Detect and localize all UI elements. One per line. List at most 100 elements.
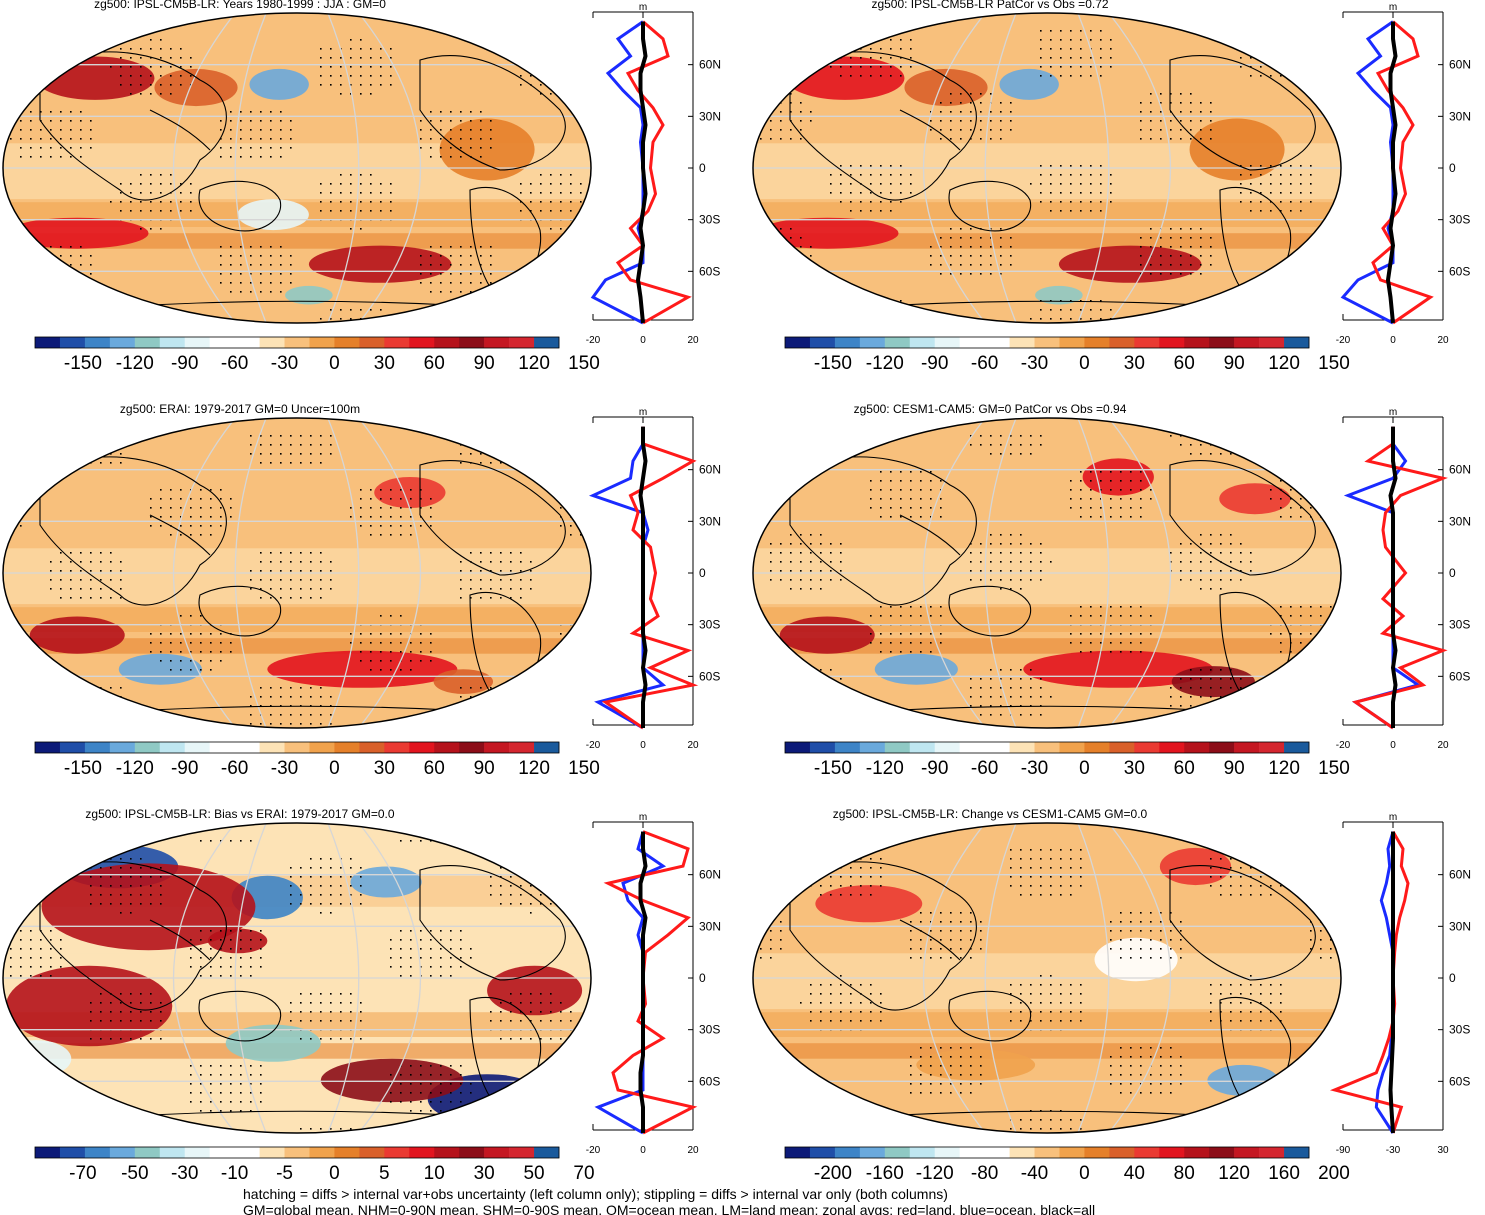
colorbar-box bbox=[1259, 1147, 1285, 1158]
colorbar-box bbox=[35, 337, 61, 348]
colorbar-box bbox=[35, 1147, 61, 1158]
panel-6: zg500: IPSL-CM5B-LR: Change vs CESM1-CAM… bbox=[752, 807, 1471, 1184]
colorbar-box bbox=[359, 742, 385, 753]
colorbar-label: 150 bbox=[1318, 353, 1350, 374]
colorbar-box bbox=[984, 742, 1010, 753]
panel-4: zg500: CESM1-CAM5: GM=0 PatCor vs Obs =0… bbox=[752, 402, 1471, 779]
colorbar-box bbox=[509, 742, 535, 753]
zonal-mean-plot: m -20 0 20 60N 30N 0 30S 60S bbox=[1336, 407, 1471, 751]
colorbar-box bbox=[309, 742, 335, 753]
colorbar-box bbox=[934, 337, 960, 348]
zonal-series-ocean bbox=[590, 20, 645, 325]
colorbar-frame bbox=[784, 336, 1310, 349]
zonal-series-all bbox=[638, 426, 648, 728]
colorbar-box bbox=[284, 1147, 310, 1158]
map-graticule-lon bbox=[984, 823, 1017, 1133]
panel-1: zg500: IPSL-CM5B-LR: Years 1980-1999 : J… bbox=[2, 0, 721, 374]
coastline bbox=[789, 51, 977, 201]
colorbar-box bbox=[1259, 337, 1285, 348]
map-band bbox=[3, 470, 591, 502]
zonal-series-land bbox=[1329, 830, 1410, 1134]
map-anomaly-region bbox=[779, 616, 875, 654]
map-anomaly-region bbox=[41, 863, 256, 951]
lat-label: 60S bbox=[1449, 264, 1470, 278]
colorbar-box bbox=[959, 337, 985, 348]
map-anomaly-region bbox=[154, 68, 238, 107]
colorbar-box bbox=[409, 742, 435, 753]
colorbar-label: 120 bbox=[1218, 1163, 1250, 1184]
colorbar-box bbox=[384, 337, 410, 348]
colorbar-box bbox=[209, 1147, 235, 1158]
colorbar-box bbox=[809, 742, 836, 753]
map-band bbox=[753, 548, 1341, 605]
lat-label: 30N bbox=[699, 514, 721, 528]
lat-label: 0 bbox=[699, 566, 706, 580]
colorbar-box bbox=[259, 742, 285, 753]
colorbar-box bbox=[785, 337, 811, 348]
colorbar-box bbox=[884, 1147, 911, 1158]
colorbar-box bbox=[1109, 1147, 1135, 1158]
lat-label: 60S bbox=[699, 1074, 720, 1088]
coastline bbox=[149, 705, 451, 711]
colorbar-box bbox=[434, 337, 460, 348]
panel-title: zg500: IPSL-CM5B-LR: Bias vs ERAI: 1979-… bbox=[85, 807, 394, 821]
coastline bbox=[149, 1110, 451, 1116]
colorbar-box bbox=[1084, 742, 1110, 753]
coastline bbox=[899, 705, 1201, 711]
colorbar-box bbox=[334, 1147, 360, 1158]
zonal-tick-label: -20 bbox=[1336, 335, 1351, 346]
panel-2: zg500: IPSL-CM5B-LR PatCor vs Obs =0.72 -… bbox=[752, 0, 1471, 374]
map-band bbox=[753, 1043, 1341, 1059]
colorbar-label: 40 bbox=[1124, 1163, 1145, 1184]
map-field bbox=[3, 13, 591, 323]
map-anomaly-region bbox=[225, 1024, 321, 1062]
lat-label: 60S bbox=[1449, 1074, 1470, 1088]
map-graticule-lon bbox=[358, 418, 422, 728]
colorbar-label: 90 bbox=[1224, 353, 1245, 374]
colorbar-box bbox=[159, 337, 186, 348]
colorbar-box bbox=[1084, 337, 1110, 348]
colorbar-box bbox=[35, 742, 61, 753]
colorbar-label: -150 bbox=[814, 758, 852, 779]
panel-3: zg500: ERAI: 1979-2017 GM=0 Uncer=100m -1… bbox=[2, 402, 721, 779]
coastline bbox=[39, 51, 227, 201]
map-graticule-lon bbox=[327, 823, 360, 1133]
lat-label: 30S bbox=[699, 618, 720, 632]
colorbar-box bbox=[134, 337, 161, 348]
colorbar-box bbox=[209, 742, 235, 753]
panel-title: zg500: IPSL-CM5B-LR: Years 1980-1999 : J… bbox=[94, 0, 386, 11]
colorbar-box bbox=[184, 742, 210, 753]
zonal-unit: m bbox=[1389, 2, 1397, 13]
coastline bbox=[948, 180, 1032, 232]
colorbar-box bbox=[1209, 1147, 1235, 1158]
colorbar-box bbox=[284, 337, 310, 348]
map-outline bbox=[752, 417, 1342, 729]
zonal-mean-plot: m -20 0 20 60N 30N 0 30S 60S bbox=[1336, 2, 1471, 346]
zonal-series-land bbox=[603, 830, 698, 1135]
colorbar-box bbox=[534, 1147, 560, 1158]
coastline bbox=[948, 585, 1032, 637]
map-anomaly-region bbox=[374, 477, 446, 508]
colorbar-label: -120 bbox=[916, 1163, 954, 1184]
colorbar-label: 70 bbox=[573, 1163, 594, 1184]
colorbar-box bbox=[785, 1147, 811, 1158]
colorbar-box bbox=[184, 1147, 210, 1158]
colorbar-box bbox=[1109, 337, 1135, 348]
colorbar-box bbox=[109, 742, 136, 753]
map-graticule-lon bbox=[172, 13, 236, 323]
colorbar-box bbox=[1284, 337, 1310, 348]
map-anomaly-region bbox=[1094, 937, 1178, 982]
lat-label: 0 bbox=[1449, 161, 1456, 175]
colorbar-label: 0 bbox=[1079, 758, 1090, 779]
colorbar-box bbox=[959, 1147, 985, 1158]
map-graticule-lon bbox=[1077, 13, 1110, 323]
map-outline bbox=[752, 822, 1342, 1134]
zonal-mean-plot: m -90 -30 30 60N 30N 0 30S 60S bbox=[1329, 812, 1471, 1156]
zonal-tick-label: 20 bbox=[687, 335, 699, 346]
colorbar-box bbox=[1159, 1147, 1185, 1158]
colorbar-label: -150 bbox=[814, 353, 852, 374]
lat-label: 30S bbox=[699, 1023, 720, 1037]
colorbar-label: -90 bbox=[921, 758, 948, 779]
colorbar-box bbox=[509, 337, 535, 348]
map-field bbox=[753, 823, 1341, 1133]
